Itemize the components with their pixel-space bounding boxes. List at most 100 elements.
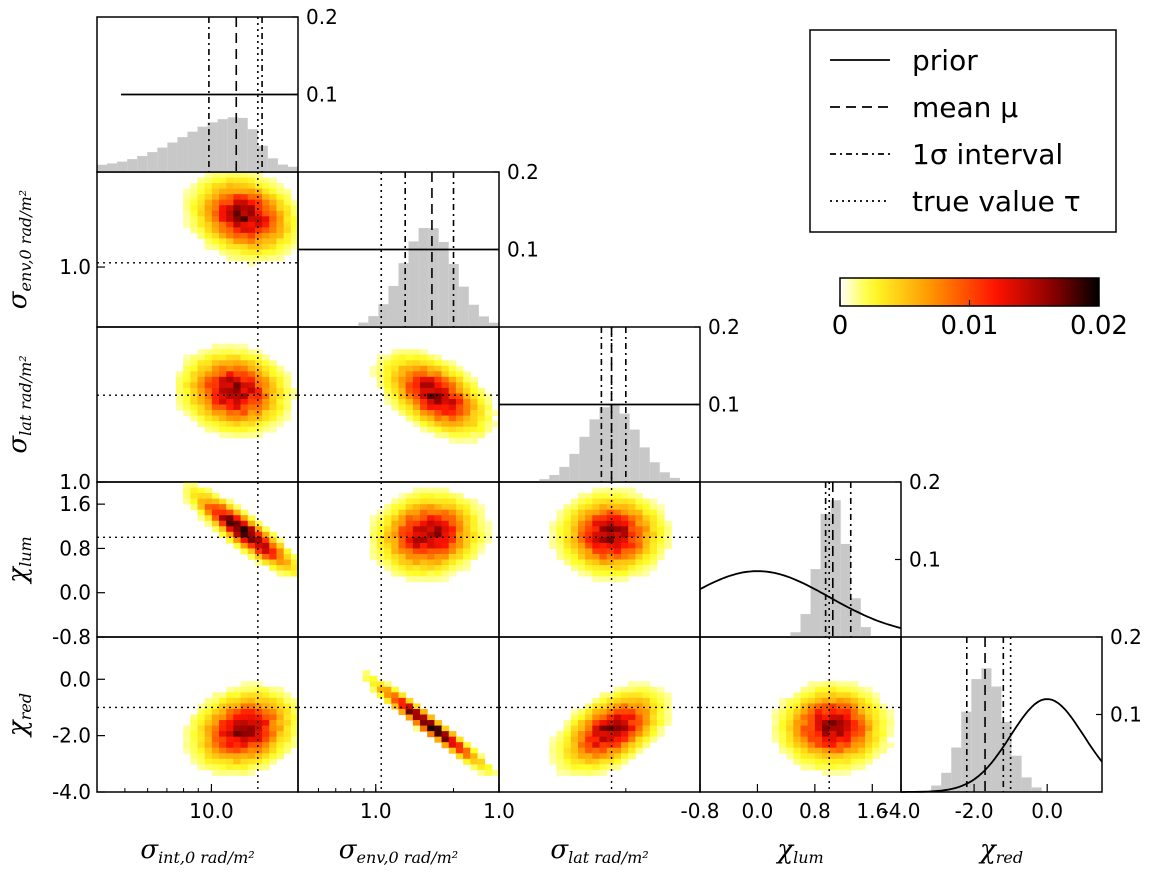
heat-bin [656,731,665,738]
heat-bin [822,764,830,771]
heat-bin [226,343,234,350]
heat-bin [807,758,816,765]
heat-bin [628,548,636,555]
heat-bin [219,360,227,367]
heat-bin [599,736,608,743]
heat-bin [276,393,285,400]
heat-bin [649,520,658,527]
heat-bin [434,415,443,422]
heat-bin [778,708,787,715]
heat-bin [412,548,421,555]
heat-bin [240,398,249,405]
heat-bin [376,553,385,560]
heat-bin [606,692,615,699]
heat-bin [786,714,794,721]
heat-bin [477,520,486,527]
heat-bin [635,570,644,577]
heat-bin [247,194,256,201]
heat-bin [283,221,292,228]
heat-bin [793,753,801,760]
heat-bin [183,365,191,372]
heat-bin [254,249,263,256]
heat-bin [283,570,292,577]
heat-bin [240,415,249,422]
heat-bin [836,758,845,765]
heat-bin [477,415,486,422]
heat-bin [398,387,407,394]
heat-bin [664,526,672,533]
heat-bin [254,205,263,212]
heat-bin [398,548,407,555]
heat-bin [850,753,859,760]
heat-bin [262,747,270,754]
heat-bin [420,526,428,533]
heat-bin [441,498,450,505]
heat-bin [262,703,270,710]
heat-bin [642,531,651,538]
heat-bin [405,410,414,417]
heat-bin [219,432,227,439]
heat-bin [391,365,399,372]
heat-bin [233,692,242,699]
heat-bin [283,227,292,234]
heat-bin [283,731,292,738]
xaxis-title-chi_lum: χlum [775,835,823,867]
heat-bin [240,404,249,411]
heat-bin [412,498,421,505]
heat-bin [269,221,277,228]
heat-bin [448,537,457,544]
heat-bin [290,725,299,732]
heat-bin [219,714,227,721]
heat-bin [190,742,198,749]
heat-bin [175,371,184,378]
heat-bin [829,736,837,743]
heat-bin [807,731,816,738]
heat-bin [814,747,823,754]
joint-panel-4-2 [498,636,701,793]
heat-bin [183,360,191,367]
heat-bin [420,404,428,411]
heat-bin [269,398,277,405]
heat-bin [276,736,285,743]
heat-bin [384,559,392,566]
heat-bin [592,493,600,500]
heat-bin [592,725,600,732]
heat-bin [240,697,249,704]
heat-bin [269,249,277,256]
heat-bin [197,421,206,428]
heat-bin [427,504,435,511]
heat-bin [879,742,888,749]
heat-bin [470,515,478,522]
heat-bin [879,720,888,727]
heat-bin [857,720,866,727]
heat-bin [226,188,234,195]
heat-bin [635,742,644,749]
heat-bin [226,255,234,262]
heat-bin [606,720,615,727]
heat-bin [247,216,256,223]
heat-bin [822,714,830,721]
heat-bin [369,371,378,378]
heat-bin [592,708,600,715]
heat-bin [197,493,206,500]
heat-bin [592,714,600,721]
heat-bin [283,238,292,245]
heat-bin [204,216,213,223]
heat-bin [592,498,600,505]
heat-bin [427,537,435,544]
heat-bin [420,376,428,383]
heat-bin [405,697,414,704]
heat-bin [448,421,457,428]
heat-bin [556,531,565,538]
heat-bin [857,731,866,738]
heat-bin [190,731,198,738]
heat-bin [262,232,270,239]
heat-bin [865,753,873,760]
heat-bin [376,531,385,538]
heat-bin [470,753,478,760]
hist-bar [187,131,198,172]
heat-bin [455,736,464,743]
heat-bin [628,498,636,505]
heat-bin [599,548,608,555]
heat-bin [384,509,392,516]
